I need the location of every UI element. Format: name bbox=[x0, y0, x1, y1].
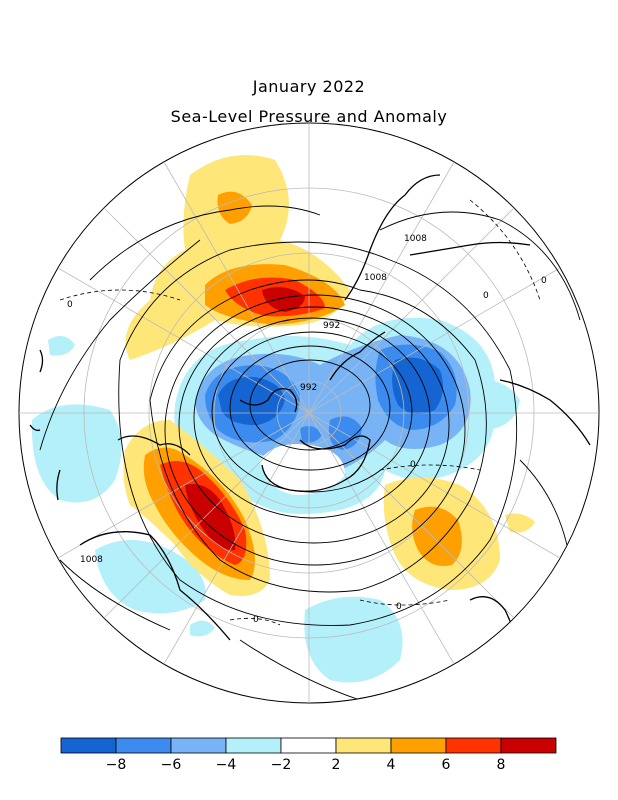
contour-label: 992 bbox=[323, 321, 340, 331]
contour-label: 1008 bbox=[80, 555, 103, 565]
positive-anomaly-asia-small bbox=[505, 513, 535, 533]
anomaly-zero-contours bbox=[59, 199, 541, 626]
contour-label: 992 bbox=[300, 383, 317, 393]
contour-label: 0 bbox=[67, 300, 73, 310]
positive-anomaly-atlantic-peak bbox=[185, 484, 236, 551]
map-subtitle: Sea-Level Pressure and Anomaly bbox=[170, 107, 448, 126]
map-title: January 2022 bbox=[252, 77, 366, 96]
pressure-contours bbox=[39, 205, 581, 701]
contour-label: 1008 bbox=[404, 234, 427, 244]
negative-anomaly-arctic-small bbox=[300, 426, 322, 443]
contour-labels: 1008 1008 992 992 0 0 0 0 0 0 1008 bbox=[67, 234, 547, 625]
contour-label: 0 bbox=[483, 291, 489, 301]
negative-anomaly-pacific-bottom bbox=[304, 596, 403, 683]
contour-label: 0 bbox=[253, 615, 259, 625]
contour-label: 0 bbox=[396, 602, 402, 612]
positive-anomaly-north-pacific-peak bbox=[262, 287, 305, 312]
positive-anomaly-bering-small bbox=[217, 191, 252, 224]
latitude-longitude-grid bbox=[18, 122, 600, 704]
negative-anomaly-siberia-peak bbox=[392, 357, 444, 414]
positive-anomaly-north-pacific-outer bbox=[125, 155, 350, 360]
contour-label: 0 bbox=[541, 276, 547, 286]
positive-anomaly-asia-core bbox=[412, 506, 462, 566]
contour-label: 1008 bbox=[364, 273, 387, 283]
negative-anomaly-small-left bbox=[48, 336, 75, 356]
negative-anomaly-small-bottom bbox=[190, 620, 215, 637]
negative-anomaly-west-atlantic bbox=[31, 404, 122, 503]
anomaly-shading bbox=[31, 155, 535, 683]
contour-label: 0 bbox=[410, 460, 416, 470]
negative-anomaly-north-america bbox=[95, 540, 206, 614]
